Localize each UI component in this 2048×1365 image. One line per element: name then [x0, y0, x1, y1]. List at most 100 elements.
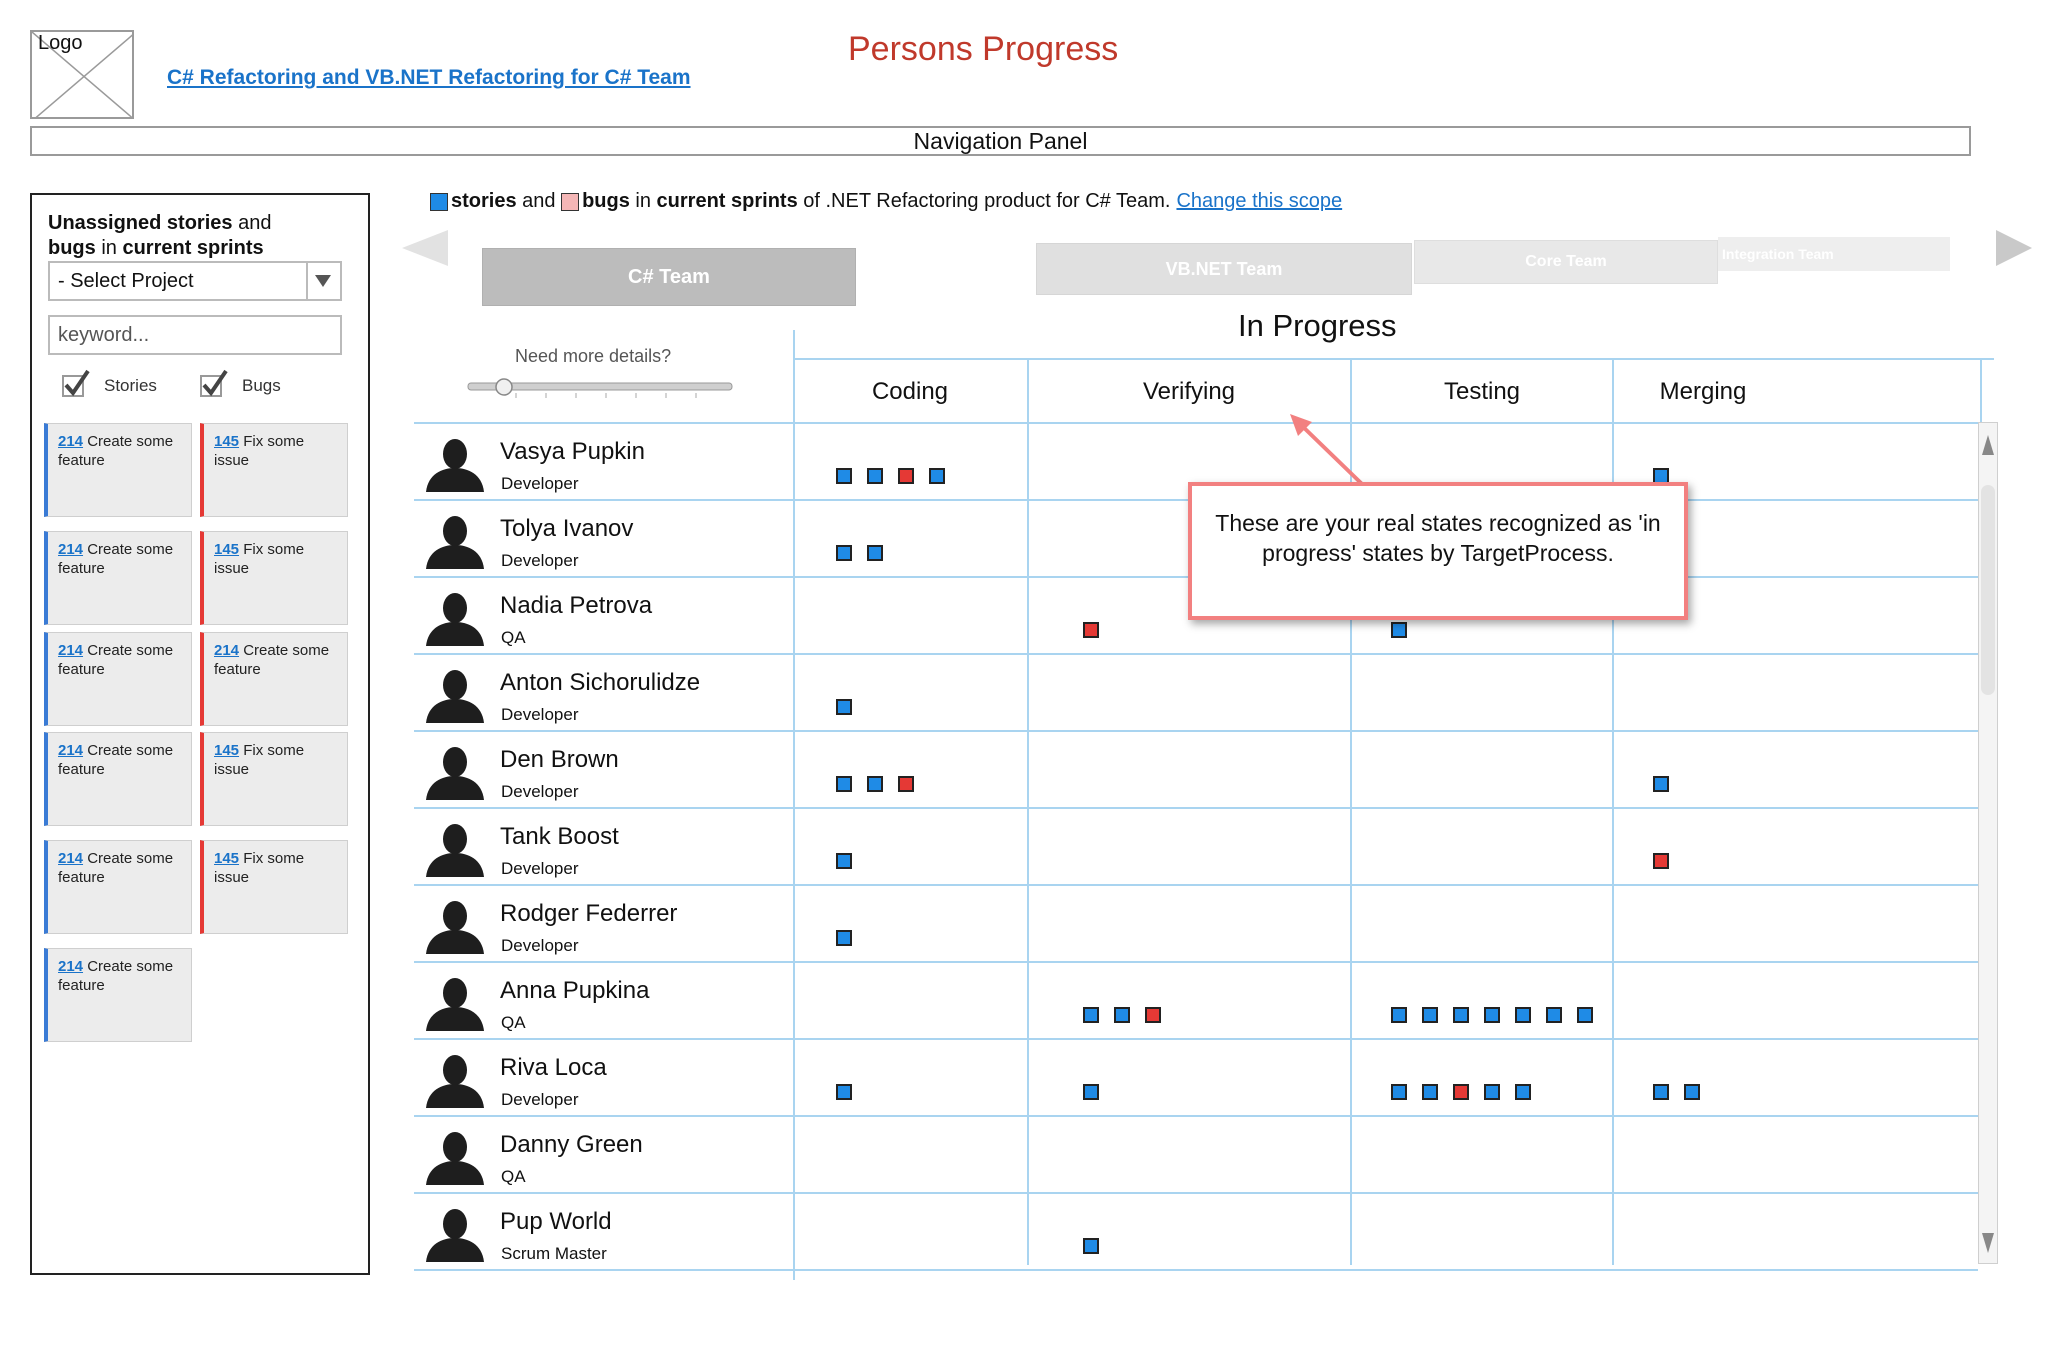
story-item[interactable]: [1453, 1007, 1469, 1023]
unassigned-card[interactable]: 145 Fix some issue: [200, 732, 348, 826]
card-id-link[interactable]: 214: [58, 541, 84, 558]
project-link[interactable]: C# Refactoring and VB.NET Refactoring fo…: [167, 66, 691, 89]
checkbox-box[interactable]: [62, 369, 90, 397]
person-name[interactable]: Nadia Petrova: [500, 592, 653, 619]
person-name[interactable]: Riva Loca: [500, 1054, 607, 1081]
bug-item[interactable]: [1653, 853, 1669, 869]
scroll-down-arrow-icon[interactable]: [1982, 1233, 1994, 1253]
unassigned-card[interactable]: 214 Create some feature: [44, 423, 192, 517]
board-scrollbar[interactable]: [1978, 422, 1998, 1264]
unassigned-card[interactable]: 214 Create some feature: [44, 732, 192, 826]
change-scope-link[interactable]: Change this scope: [1176, 190, 1343, 212]
card-id-link[interactable]: 214: [58, 850, 84, 867]
tab-integration-team[interactable]: Integration Team: [1718, 237, 1950, 271]
unassigned-card[interactable]: 145 Fix some issue: [200, 423, 348, 517]
person-role: Scrum Master: [501, 1244, 607, 1263]
stories-checkbox[interactable]: Stories: [62, 369, 157, 399]
story-item[interactable]: [836, 853, 852, 869]
card-id-link[interactable]: 214: [58, 958, 84, 975]
story-item[interactable]: [1422, 1084, 1438, 1100]
story-item[interactable]: [867, 776, 883, 792]
person-name[interactable]: Tank Boost: [500, 823, 619, 850]
grid-line: [793, 330, 795, 1280]
slider-thumb[interactable]: [495, 378, 513, 396]
unassigned-card[interactable]: 214 Create some feature: [44, 948, 192, 1042]
person-role: Developer: [501, 551, 579, 570]
story-item[interactable]: [1391, 1007, 1407, 1023]
person-name[interactable]: Tolya Ivanov: [500, 515, 634, 542]
person-name[interactable]: Danny Green: [500, 1131, 643, 1158]
story-item[interactable]: [836, 1084, 852, 1100]
scroll-up-arrow-icon[interactable]: [1982, 435, 1994, 455]
bug-item[interactable]: [898, 468, 914, 484]
story-item[interactable]: [867, 545, 883, 561]
card-id-link[interactable]: 214: [214, 642, 240, 659]
story-item[interactable]: [1515, 1007, 1531, 1023]
unassigned-card[interactable]: 145 Fix some issue: [200, 531, 348, 625]
story-item[interactable]: [929, 468, 945, 484]
column-coding: Coding: [871, 378, 949, 405]
checkbox-box[interactable]: [200, 369, 228, 397]
story-item[interactable]: [1083, 1007, 1099, 1023]
tab-core-team[interactable]: Core Team: [1414, 240, 1718, 284]
story-item[interactable]: [836, 776, 852, 792]
in-progress-callout: These are your real states recognized as…: [1188, 482, 1688, 620]
story-item[interactable]: [1391, 622, 1407, 638]
tab-csharp-team[interactable]: C# Team: [482, 248, 856, 306]
story-item[interactable]: [836, 468, 852, 484]
person-name[interactable]: Pup World: [500, 1208, 612, 1235]
story-item[interactable]: [1083, 1238, 1099, 1254]
story-item[interactable]: [1577, 1007, 1593, 1023]
card-id-link[interactable]: 214: [58, 742, 84, 759]
project-select[interactable]: - Select Project: [48, 261, 342, 301]
unassigned-card[interactable]: 145 Fix some issue: [200, 840, 348, 934]
story-item[interactable]: [1114, 1007, 1130, 1023]
unassigned-card[interactable]: 214 Create some feature: [200, 632, 348, 726]
person-name[interactable]: Den Brown: [500, 746, 619, 773]
story-item[interactable]: [1515, 1084, 1531, 1100]
grid-line: [1350, 358, 1352, 1265]
detail-slider[interactable]: [466, 374, 736, 400]
scroll-left-arrow-icon[interactable]: [400, 228, 450, 268]
story-item[interactable]: [1484, 1007, 1500, 1023]
bug-item[interactable]: [1145, 1007, 1161, 1023]
story-item[interactable]: [836, 699, 852, 715]
tab-vbnet-team[interactable]: VB.NET Team: [1036, 243, 1412, 295]
person-name[interactable]: Vasya Pupkin: [500, 438, 645, 465]
person-name[interactable]: Anna Pupkina: [500, 977, 650, 1004]
story-item[interactable]: [1546, 1007, 1562, 1023]
card-id-link[interactable]: 214: [58, 642, 84, 659]
story-item[interactable]: [1422, 1007, 1438, 1023]
legend-bugs: bugs: [582, 190, 630, 212]
story-item[interactable]: [1484, 1084, 1500, 1100]
bugs-checkbox[interactable]: Bugs: [200, 369, 281, 399]
story-item[interactable]: [1653, 776, 1669, 792]
person-name[interactable]: Rodger Federrer: [500, 900, 678, 927]
story-item[interactable]: [867, 468, 883, 484]
bug-item[interactable]: [898, 776, 914, 792]
scroll-right-arrow-icon[interactable]: [1994, 228, 2034, 268]
person-name[interactable]: Anton Sichorulidze: [500, 669, 701, 696]
story-item[interactable]: [1083, 1084, 1099, 1100]
scrollbar-thumb[interactable]: [1981, 485, 1995, 695]
story-item[interactable]: [836, 545, 852, 561]
card-id-link[interactable]: 145: [214, 742, 240, 759]
story-item[interactable]: [836, 930, 852, 946]
card-id-link[interactable]: 145: [214, 541, 240, 558]
person-silhouette-icon: [426, 978, 484, 1031]
story-item[interactable]: [1653, 1084, 1669, 1100]
unassigned-card[interactable]: 214 Create some feature: [44, 632, 192, 726]
story-item[interactable]: [1391, 1084, 1407, 1100]
unassigned-card[interactable]: 214 Create some feature: [44, 840, 192, 934]
card-id-link[interactable]: 145: [214, 850, 240, 867]
story-item[interactable]: [1684, 1084, 1700, 1100]
keyword-input[interactable]: [48, 315, 342, 355]
bug-item[interactable]: [1453, 1084, 1469, 1100]
bug-item[interactable]: [1083, 622, 1099, 638]
row-divider: [414, 653, 1978, 655]
unassigned-card[interactable]: 214 Create some feature: [44, 531, 192, 625]
navigation-panel[interactable]: Navigation Panel: [30, 126, 1971, 156]
dropdown-button[interactable]: [306, 263, 340, 299]
card-id-link[interactable]: 145: [214, 433, 240, 450]
card-id-link[interactable]: 214: [58, 433, 84, 450]
